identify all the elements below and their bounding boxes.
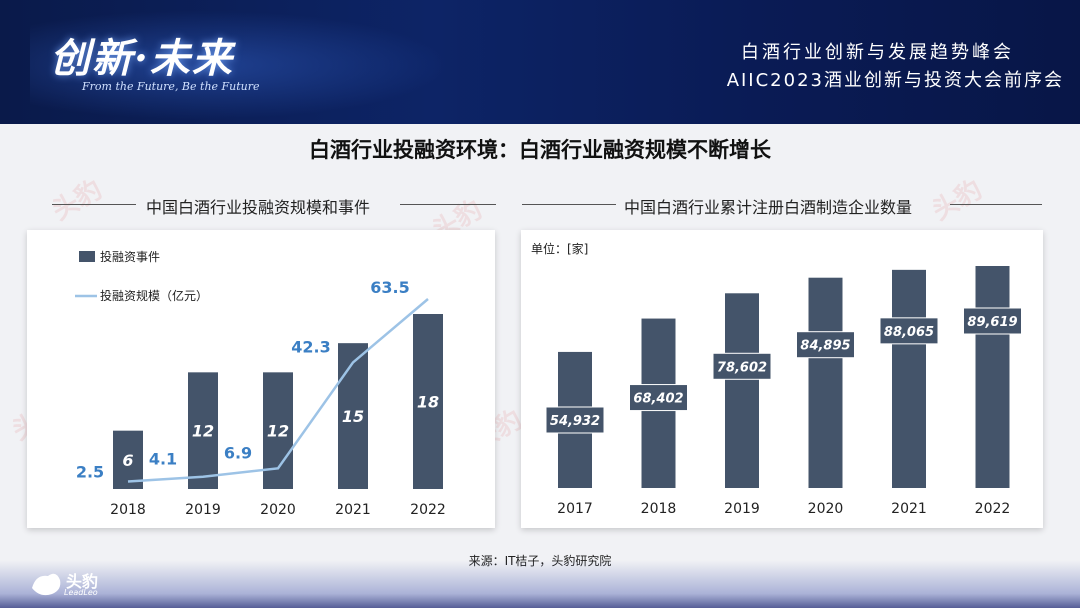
bar-events-2021 [338, 343, 368, 489]
value-label-box-2018 [629, 384, 688, 412]
bar-enterprises-2019 [725, 293, 759, 488]
bar-label-enterprises-2018: 68,402 [633, 392, 683, 407]
bar-label-enterprises-2020: 84,895 [800, 339, 850, 354]
bar-label-events-2019: 12 [192, 422, 214, 441]
scale-line [127, 298, 429, 483]
section-divider [400, 204, 496, 205]
header-banner: 创新·未来 From the Future, Be the Future 白酒行… [0, 0, 1080, 124]
legend-bar-swatch [79, 251, 95, 262]
leopard-logo-icon [32, 573, 61, 596]
bar-label-events-2022: 18 [417, 393, 439, 412]
page-title: 白酒行业投融资环境：白酒行业融资规模不断增长 [309, 138, 771, 162]
value-label-box-2017 [545, 406, 605, 434]
section-divider [522, 204, 618, 205]
conference-title: 白酒行业创新与发展趋势峰会 [741, 42, 1014, 63]
investment-chart: 投融资事件 投融资规模（亿元） 6 12 12 15 18 2.5 4.1 6.9 42.3 6… [75, 249, 446, 518]
event-logo-subtitle: From the Future, Be the Future [82, 80, 260, 93]
line-label-scale-2020: 6.9 [224, 443, 252, 462]
section-divider [950, 204, 1042, 205]
banner-glow [30, 10, 450, 120]
x-tick-2022: 2022 [975, 501, 1011, 517]
x-tick-2022: 2022 [410, 502, 446, 518]
bar-label-enterprises-2021: 88,065 [884, 325, 934, 340]
right-chart-card: 单位：[家] 54,932 68,402 78,602 84,895 88,065 89,… [521, 230, 1043, 528]
brand-subtitle: LeadLeo [64, 588, 98, 597]
bar-label-enterprises-2022: 89,619 [967, 315, 1017, 330]
bar-label-enterprises-2017: 54,932 [550, 414, 600, 429]
chart-legend: 投融资事件 投融资规模（亿元） [75, 249, 208, 303]
line-label-scale-2022: 63.5 [370, 278, 409, 297]
legend-events: 投融资事件 [100, 249, 160, 264]
value-label-box-2020 [796, 331, 855, 359]
bar-events-2018 [113, 430, 143, 489]
watermark: 头豹 [927, 174, 988, 227]
bar-enterprises-2022 [975, 266, 1010, 488]
x-tick-2021: 2021 [335, 502, 371, 518]
bar-label-enterprises-2019: 78,602 [717, 360, 767, 375]
bar-label-events-2018: 6 [122, 451, 133, 470]
x-tick-2017: 2017 [557, 501, 593, 517]
bar-enterprises-2020 [808, 277, 843, 488]
bar-label-events-2021: 15 [342, 407, 364, 426]
brand-name: 头豹 [66, 572, 99, 591]
legend-scale: 投融资规模（亿元） [100, 288, 208, 303]
line-label-scale-2018: 2.5 [76, 463, 104, 482]
left-chart-title: 中国白酒行业投融资规模和事件 [138, 194, 379, 218]
event-logo: 创新·未来 [50, 35, 234, 82]
value-label-box-2022 [963, 307, 1022, 335]
bar-label-events-2020: 12 [267, 422, 289, 441]
value-label-box-2021 [879, 317, 939, 345]
x-tick-2021: 2021 [891, 501, 927, 517]
x-tick-2019: 2019 [724, 501, 760, 517]
bar-enterprises-2021 [892, 269, 926, 488]
line-label-scale-2021: 42.3 [291, 337, 330, 356]
enterprise-count-chart: 单位：[家] 54,932 68,402 78,602 84,895 88,065 89,… [531, 241, 1022, 517]
footer-decoration [0, 560, 1080, 608]
watermark: 头豹 [47, 174, 108, 227]
x-tick-2019: 2019 [185, 502, 221, 518]
right-chart-title: 中国白酒行业累计注册白酒制造企业数量 [616, 194, 921, 218]
x-tick-2020: 2020 [808, 501, 844, 517]
x-tick-2018: 2018 [641, 501, 677, 517]
value-label-box-2019 [712, 352, 772, 380]
bar-events-2019 [188, 372, 218, 489]
x-tick-2018: 2018 [110, 502, 146, 518]
left-chart-card: 投融资事件 投融资规模（亿元） 6 12 12 15 18 2.5 4.1 6.9 42.3 6… [27, 230, 495, 528]
section-divider [52, 204, 136, 205]
line-label-scale-2019: 4.1 [149, 450, 177, 469]
unit-label: 单位：[家] [531, 241, 588, 256]
x-tick-2020: 2020 [260, 502, 296, 518]
conference-subtitle: AIIC2023酒业创新与投资大会前序会 [726, 70, 1064, 91]
bar-events-2022 [413, 314, 443, 489]
